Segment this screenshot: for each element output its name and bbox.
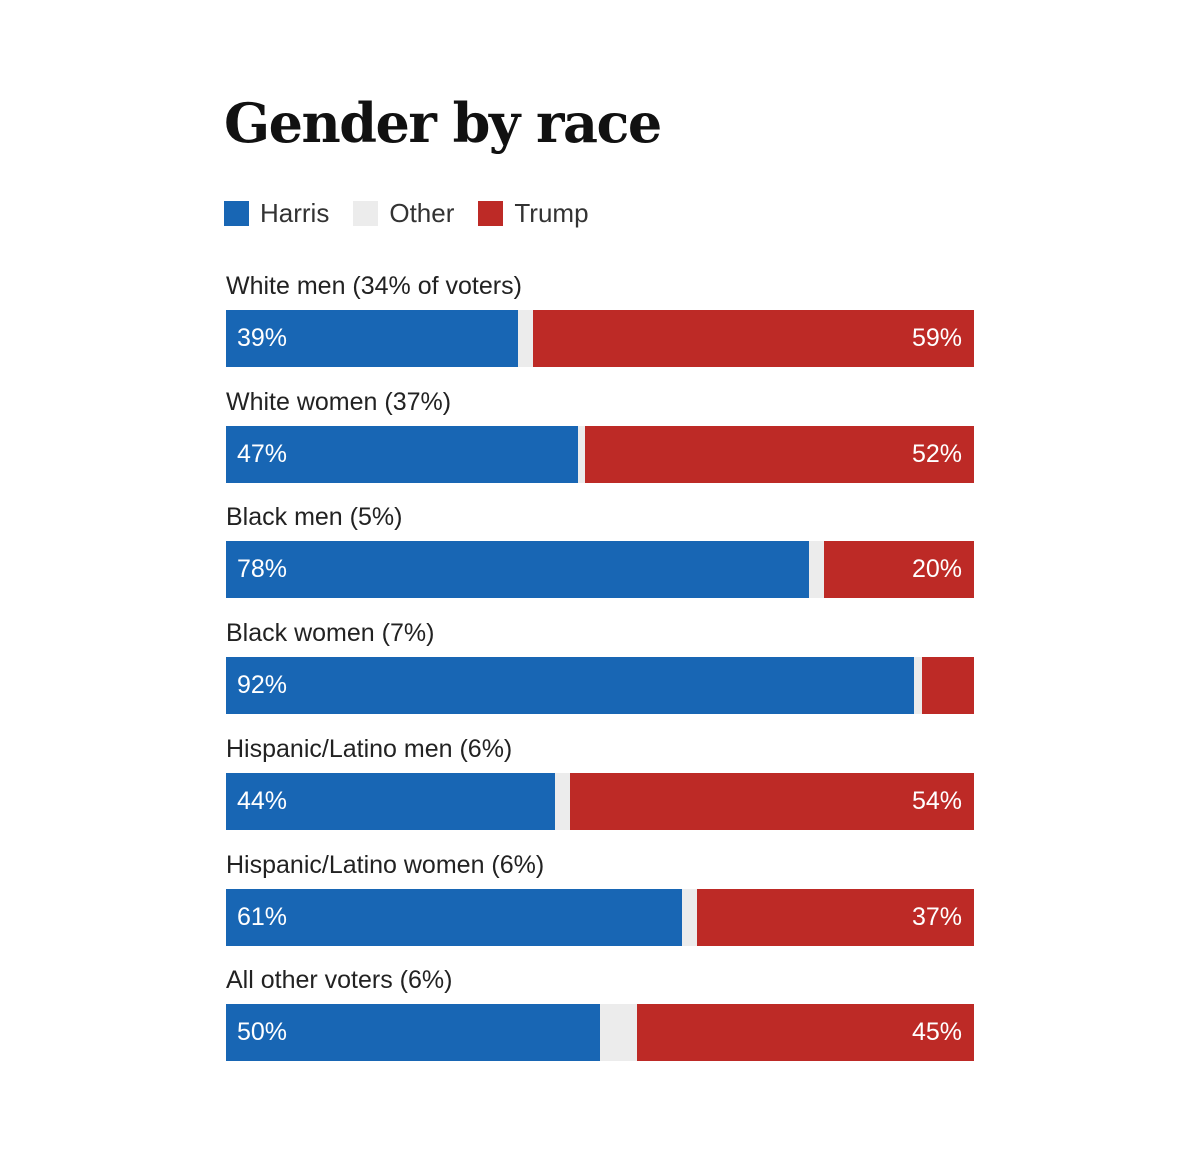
bar-row: 78% 20% [226,541,974,598]
data-label-harris: 39% [237,324,288,352]
data-label-trump: 45% [911,1018,962,1046]
data-label-harris: 44% [237,787,288,815]
data-label-trump: 20% [911,555,962,583]
legend-swatch-harris [224,200,249,226]
legend-label-trump: Trump [514,197,589,228]
data-label-harris: 92% [237,671,288,699]
bar-segment-trump [921,657,974,714]
bar-label: White women (37%) [226,388,452,416]
data-label-harris: 78% [237,555,288,583]
bar-row: 92% [226,657,974,714]
bar-segment-harris [226,657,915,714]
legend-swatch-other [353,200,379,226]
data-label-trump: 52% [911,440,962,468]
bar-segment-harris [226,426,578,483]
data-label-harris: 50% [237,1018,288,1046]
bar-row: 61% 37% [226,889,974,946]
bar-label: Black women (7%) [226,619,435,647]
data-label-trump: 54% [911,787,962,815]
bar-label: Black men (5%) [226,503,403,531]
bar-segment-harris [226,889,683,946]
legend-item-harris: Harris [224,198,329,229]
bar-segment-harris [226,773,556,830]
bar-label: White men (34% of voters) [226,272,522,300]
bar-label: Hispanic/Latino women (6%) [226,851,545,879]
legend-item-trump: Trump [478,197,589,229]
bar-segment-trump [637,1004,974,1061]
legend-item-other: Other [353,198,454,229]
data-label-trump: 59% [911,324,962,352]
legend-label-other: Other [389,197,455,228]
bar-label: All other voters (6%) [226,966,453,994]
data-label-harris: 61% [237,903,288,931]
bar-row: 50% 45% [226,1004,974,1061]
bar-segment-trump [824,541,974,598]
bar-segment-harris [226,1004,600,1061]
bar-label: Hispanic/Latino men (6%) [226,735,513,763]
bar-row: 39% 59% [226,310,974,367]
bar-segment-harris [226,310,518,367]
data-label-harris: 47% [237,440,288,468]
bar-segment-trump [570,773,974,830]
bar-row: 44% 54% [226,773,974,830]
legend: Harris Other Trump [224,195,613,231]
legend-swatch-trump [478,200,504,226]
bar-segment-trump [585,426,974,483]
bar-segment-harris [226,541,810,598]
bar-segment-trump [532,310,974,367]
bar-row: 47% 52% [226,426,974,483]
chart-title: Gender by race [224,91,662,155]
bar-segment-trump [697,889,974,946]
data-label-trump: 37% [911,903,962,931]
legend-label-harris: Harris [260,197,330,228]
